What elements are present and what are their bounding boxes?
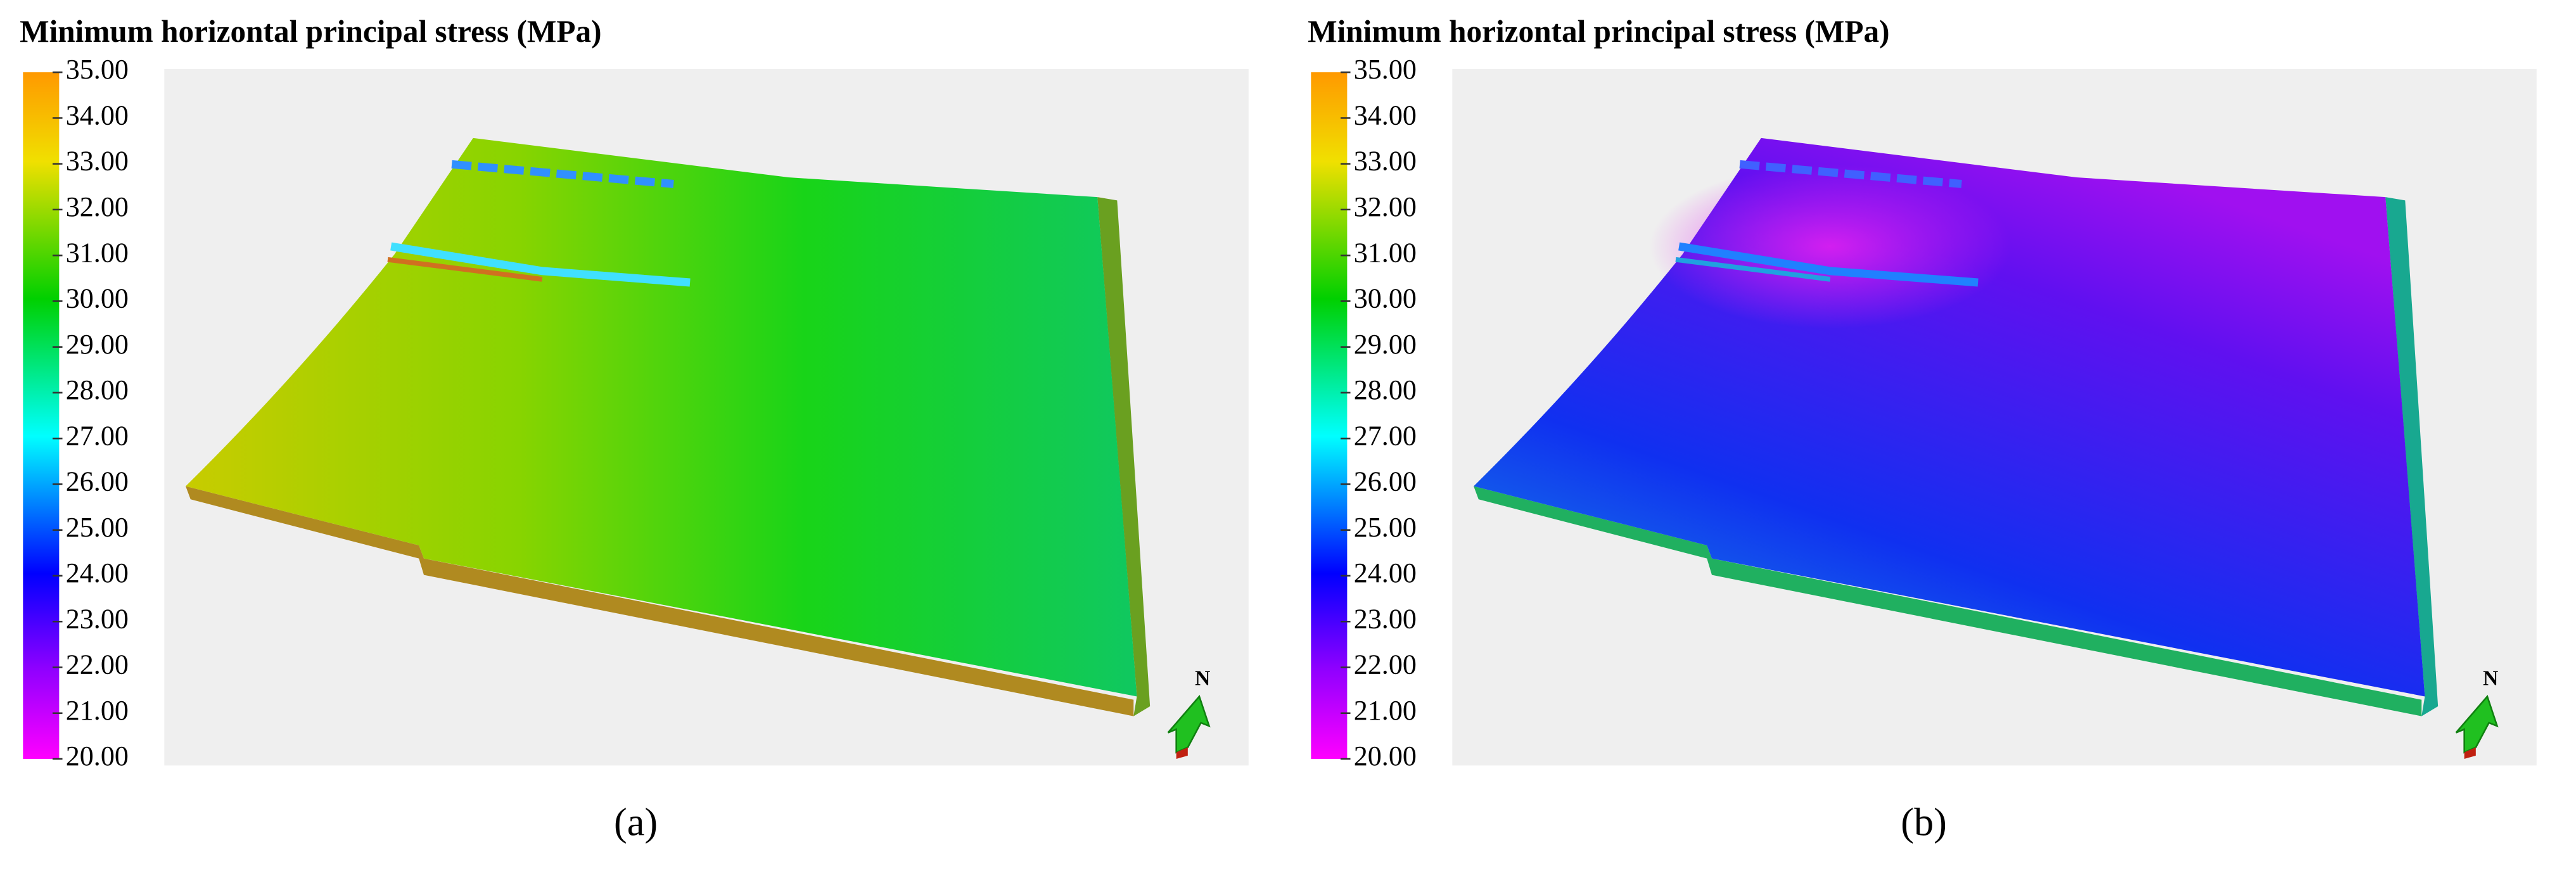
fault-trace: [387, 257, 543, 282]
colorbar-tick-label: 22.00: [1354, 649, 1417, 680]
model-side: [1474, 486, 2422, 716]
colorbar-tick-label: 26.00: [66, 466, 129, 497]
north-arrow-base: [1176, 747, 1188, 760]
colorbar: [1311, 72, 1348, 760]
colorbar-tick-label: 35.00: [1354, 54, 1417, 85]
panel-caption: (a): [614, 801, 658, 844]
colorbar-tick-label: 27.00: [66, 420, 129, 451]
colorbar-tick-label: 24.00: [1354, 557, 1417, 588]
colorbar-tick-label: 29.00: [66, 329, 129, 360]
colorbar-tick-label: 32.00: [1354, 191, 1417, 222]
fault-trace: [1675, 257, 1831, 282]
fault-trace: [390, 242, 691, 287]
fault-trace: [451, 160, 674, 188]
colorbar-tick-label: 33.00: [1354, 146, 1417, 177]
model-side: [1097, 197, 1151, 716]
colorbar-tick-label: 32.00: [66, 191, 129, 222]
colorbar-tick-label: 26.00: [1354, 466, 1417, 497]
model-top: [186, 137, 1137, 697]
colorbar-tick-label: 34.00: [1354, 99, 1417, 130]
colorbar-tick-label: 23.00: [66, 603, 129, 634]
stress-concentration: [1649, 164, 2011, 329]
colorbar-tick-label: 27.00: [1354, 420, 1417, 451]
fault-trace: [1678, 242, 1979, 287]
panel: Minimum horizontal principal stress (MPa…: [1308, 14, 2537, 844]
colorbar-tick-label: 25.00: [1354, 512, 1417, 543]
north-arrow-base: [2464, 747, 2476, 760]
colorbar-tick-label: 34.00: [66, 99, 129, 130]
colorbar-tick-label: 21.00: [1354, 695, 1417, 726]
colorbar-tick-label: 20.00: [1354, 741, 1417, 772]
colorbar-tick-label: 35.00: [66, 54, 129, 85]
north-arrow: [1167, 694, 1211, 754]
panel: Minimum horizontal principal stress (MPa…: [20, 14, 1249, 844]
north-arrow: [2455, 694, 2499, 754]
fault-trace: [1739, 160, 1962, 188]
colorbar-tick-label: 20.00: [66, 741, 129, 772]
colorbar-tick-label: 29.00: [1354, 329, 1417, 360]
colorbar-tick-label: 25.00: [66, 512, 129, 543]
colorbar-tick-label: 33.00: [66, 146, 129, 177]
north-label: N: [1195, 666, 1210, 690]
colorbar-tick-label: 21.00: [66, 695, 129, 726]
model-side: [186, 486, 1134, 716]
colorbar-tick-label: 30.00: [66, 283, 129, 314]
colorbar-tick-label: 22.00: [66, 649, 129, 680]
colorbar-tick-label: 23.00: [1354, 603, 1417, 634]
colorbar-tick-label: 30.00: [1354, 283, 1417, 314]
north-label: N: [2483, 666, 2498, 690]
panel-title: Minimum horizontal principal stress (MPa…: [1308, 14, 1889, 49]
colorbar: [23, 72, 60, 760]
colorbar-tick-label: 31.00: [1354, 237, 1417, 268]
panel-title: Minimum horizontal principal stress (MPa…: [20, 14, 601, 49]
colorbar-tick-label: 24.00: [66, 557, 129, 588]
model-side: [2385, 197, 2439, 716]
panel-caption: (b): [1901, 801, 1947, 844]
colorbar-tick-label: 28.00: [1354, 374, 1417, 405]
colorbar-tick-label: 31.00: [66, 237, 129, 268]
colorbar-tick-label: 28.00: [66, 374, 129, 405]
